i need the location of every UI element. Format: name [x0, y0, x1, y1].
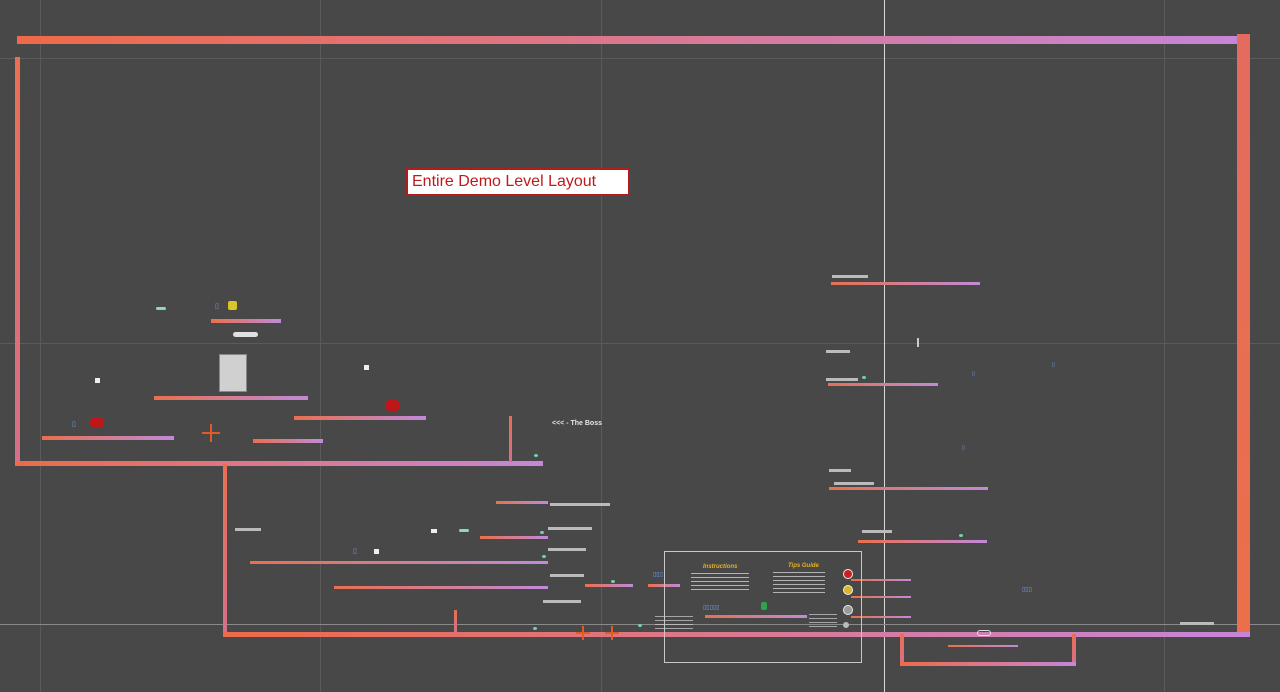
platform[interactable]	[851, 616, 911, 618]
platform[interactable]	[705, 615, 807, 618]
level-title: Entire Demo Level Layout	[406, 168, 630, 196]
grid-line	[40, 0, 41, 692]
platform[interactable]	[829, 487, 988, 490]
label-text	[543, 600, 581, 603]
instructions-heading: Instructions	[703, 564, 738, 570]
boss-room-divider[interactable]	[509, 416, 512, 462]
small-fish-icon[interactable]	[156, 307, 166, 310]
boss-machine-icon[interactable]	[219, 354, 247, 392]
lower-text-block	[809, 614, 837, 630]
green-dot-icon[interactable]	[862, 376, 866, 379]
crosshair-icon[interactable]	[605, 626, 619, 640]
crosshair-icon[interactable]	[576, 626, 590, 640]
blue-marker-icon[interactable]: ▯	[972, 371, 975, 377]
platform[interactable]	[154, 396, 308, 400]
grid-line	[601, 0, 602, 692]
lower-text-block	[655, 616, 693, 630]
top-wall[interactable]	[17, 36, 1250, 44]
yellow-button-icon[interactable]	[843, 585, 853, 595]
blue-marker-icon[interactable]: ▯	[72, 421, 76, 428]
small-fish-icon[interactable]	[459, 529, 469, 532]
platform[interactable]	[250, 561, 548, 564]
blue-marker-icon[interactable]: ▯	[215, 303, 219, 310]
white-pickup-icon[interactable]	[364, 365, 369, 370]
platform[interactable]	[211, 319, 281, 323]
green-dot-icon[interactable]	[540, 531, 544, 534]
white-pickup-icon[interactable]	[374, 549, 379, 554]
platform[interactable]	[253, 439, 323, 443]
grey-button-icon[interactable]	[843, 622, 849, 628]
platform[interactable]	[585, 584, 633, 587]
platform[interactable]	[42, 436, 174, 440]
platform[interactable]	[851, 596, 911, 598]
platform[interactable]	[496, 501, 548, 504]
yellow-gem-icon[interactable]	[228, 301, 237, 310]
vehicle-icon[interactable]	[977, 630, 991, 636]
lower-divider[interactable]	[454, 610, 457, 634]
label-text	[548, 548, 586, 551]
label-text	[832, 275, 868, 278]
label-text	[829, 469, 851, 472]
green-dot-icon[interactable]	[638, 624, 642, 627]
label-text	[826, 350, 850, 353]
pit-left-wall[interactable]	[900, 634, 904, 666]
crosshair-icon[interactable]	[202, 424, 220, 442]
label-text	[1180, 622, 1214, 625]
inner-left-wall[interactable]	[223, 464, 227, 636]
instructions-text-block	[691, 573, 749, 593]
green-dot-icon[interactable]	[959, 534, 963, 537]
green-dot-icon[interactable]	[533, 627, 537, 630]
guide-heading: Tips Guide	[788, 563, 819, 569]
grid-line	[0, 343, 1280, 344]
label-text	[862, 530, 892, 533]
blue-marker-icon[interactable]: ▯	[353, 548, 357, 555]
grid-line	[0, 58, 1280, 59]
platform[interactable]	[858, 540, 987, 543]
platform[interactable]	[851, 579, 911, 581]
green-player-icon[interactable]	[761, 602, 767, 610]
red-button-icon[interactable]	[843, 569, 853, 579]
white-pickup-icon[interactable]	[431, 529, 437, 533]
blue-marker-icon[interactable]: ▯	[1052, 362, 1055, 368]
platform[interactable]	[831, 282, 980, 285]
label-text	[834, 482, 874, 485]
upper-floor[interactable]	[15, 461, 543, 466]
grid-line	[1164, 0, 1165, 692]
label-text	[235, 528, 261, 531]
guide-text-block	[773, 572, 825, 594]
platform[interactable]	[828, 383, 938, 386]
green-dot-icon[interactable]	[542, 555, 546, 558]
label-text	[548, 527, 592, 530]
label-text	[550, 503, 610, 506]
blue-marker-icon[interactable]: ▯▯▯▯▯	[703, 605, 720, 611]
label-text	[550, 574, 584, 577]
label-text	[826, 378, 858, 381]
green-dot-icon[interactable]	[534, 454, 538, 457]
red-blob-icon[interactable]	[90, 417, 104, 428]
green-dot-icon[interactable]	[611, 580, 615, 583]
left-wall[interactable]	[15, 57, 20, 465]
grid-line	[320, 0, 321, 692]
vent-icon	[233, 332, 258, 337]
vertical-marker-icon[interactable]	[917, 338, 919, 347]
axis-y	[884, 0, 885, 692]
pit-right-wall[interactable]	[1072, 634, 1076, 666]
right-wall[interactable]	[1237, 34, 1250, 634]
white-pickup-icon[interactable]	[95, 378, 100, 383]
platform[interactable]	[334, 586, 548, 589]
blue-marker-icon[interactable]: ▯▯▯	[1022, 587, 1032, 593]
platform[interactable]	[294, 416, 426, 420]
instructions-panel: Instructions Tips Guide	[655, 551, 862, 663]
pit-floor[interactable]	[900, 662, 1076, 666]
boss-label: <<< - The Boss	[552, 420, 602, 427]
red-blob-icon[interactable]	[385, 400, 400, 411]
bottom-floor[interactable]	[223, 632, 1250, 637]
blue-marker-icon[interactable]: ▯	[962, 445, 965, 451]
platform[interactable]	[948, 645, 1018, 647]
platform[interactable]	[480, 536, 548, 539]
blue-marker-icon[interactable]: ▯▯▯	[653, 572, 663, 578]
grey-button-icon[interactable]	[843, 605, 853, 615]
